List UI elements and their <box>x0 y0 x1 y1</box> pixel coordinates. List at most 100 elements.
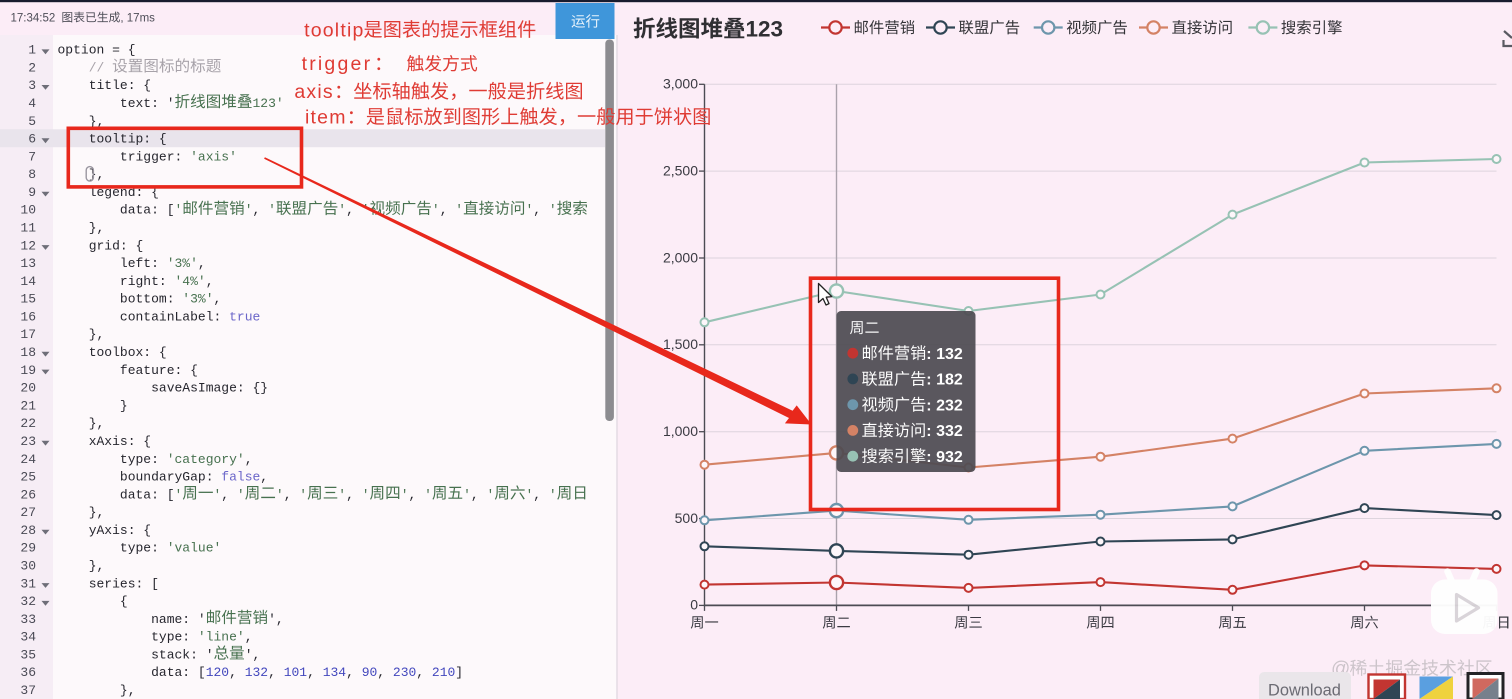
svg-text:31: 31 <box>20 576 36 591</box>
svg-text:,: , <box>214 292 222 307</box>
svg-text:title: {: title: { <box>89 78 151 93</box>
svg-text:axis: axis <box>294 81 333 103</box>
svg-text:grid: {: grid: { <box>89 238 144 253</box>
svg-text:'3%': '3%' <box>167 256 198 271</box>
svg-text:: 232: : 232 <box>926 397 963 414</box>
svg-text:name: ': name: ' <box>151 612 206 627</box>
svg-text:': ' <box>175 487 183 502</box>
svg-text:trigger:: trigger: <box>120 149 190 164</box>
svg-text:,: , <box>307 665 323 680</box>
svg-text:,: , <box>377 665 393 680</box>
svg-text:,: , <box>409 487 425 502</box>
svg-text:type:: type: <box>120 452 167 467</box>
svg-text:,: , <box>346 487 362 502</box>
svg-text:1: 1 <box>28 43 36 58</box>
svg-text:35: 35 <box>20 648 36 663</box>
svg-text:,: , <box>440 203 456 218</box>
svg-text:data: [: data: [ <box>120 487 175 502</box>
svg-text:': ' <box>268 203 276 218</box>
svg-text:'line': 'line' <box>198 630 245 645</box>
svg-text:'axis': 'axis' <box>190 149 237 164</box>
svg-text:17: 17 <box>20 327 36 342</box>
svg-text:123: 123 <box>746 17 784 42</box>
svg-text:trigger: trigger <box>302 53 373 75</box>
svg-text:text: ': text: ' <box>120 96 175 111</box>
svg-text:': ' <box>245 203 253 218</box>
svg-text:500: 500 <box>675 510 699 526</box>
svg-text:24: 24 <box>20 452 36 467</box>
svg-text:': ' <box>237 487 245 502</box>
svg-text:3,000: 3,000 <box>663 76 698 92</box>
svg-text:Download: Download <box>1268 682 1341 699</box>
svg-text:{: { <box>120 594 128 609</box>
svg-text:},: }, <box>89 327 105 342</box>
svg-text:3: 3 <box>28 78 36 93</box>
svg-text:': ' <box>424 487 432 502</box>
svg-text:9: 9 <box>28 185 36 200</box>
svg-text:37: 37 <box>20 683 36 698</box>
svg-text:11: 11 <box>20 221 36 236</box>
svg-text:': ' <box>549 203 557 218</box>
svg-text:tooltip: {: tooltip: { <box>89 132 167 147</box>
svg-text:28: 28 <box>20 523 36 538</box>
svg-text:,: , <box>284 487 300 502</box>
svg-text:,: , <box>471 487 487 502</box>
svg-text:saveAsImage: {}: saveAsImage: {} <box>151 381 268 396</box>
svg-text:': ' <box>432 203 440 218</box>
svg-text:14: 14 <box>20 274 36 289</box>
svg-text:': ' <box>526 487 534 502</box>
svg-text:32: 32 <box>20 594 36 609</box>
svg-text:series: [: series: [ <box>89 576 159 591</box>
svg-text:,: , <box>229 665 245 680</box>
svg-text:},: }, <box>89 114 105 129</box>
svg-text:27: 27 <box>20 505 36 520</box>
svg-text:123': 123' <box>253 96 284 111</box>
svg-text:,: , <box>260 470 268 485</box>
svg-text:'3%': '3%' <box>182 292 213 307</box>
svg-text:19: 19 <box>20 363 36 378</box>
svg-text:21: 21 <box>20 398 36 413</box>
svg-text:210: 210 <box>432 665 455 680</box>
svg-text:2,000: 2,000 <box>663 249 698 265</box>
svg-text:},: }, <box>89 167 105 182</box>
svg-text:feature: {: feature: { <box>120 363 198 378</box>
svg-text:'value': 'value' <box>167 541 222 556</box>
svg-text:'category': 'category' <box>167 452 245 467</box>
svg-text:containLabel:: containLabel: <box>120 309 229 324</box>
svg-text:,: , <box>268 665 284 680</box>
svg-text:tooltip: tooltip <box>304 19 364 41</box>
svg-text:26: 26 <box>20 487 36 502</box>
svg-text:,: , <box>346 203 362 218</box>
svg-text:15: 15 <box>20 292 36 307</box>
svg-text://: // <box>89 60 112 75</box>
svg-text:',: ', <box>245 648 261 663</box>
svg-text:': ' <box>401 487 409 502</box>
svg-text:: 332: : 332 <box>926 423 963 440</box>
svg-text:': ' <box>338 203 346 218</box>
svg-text:29: 29 <box>20 541 36 556</box>
svg-text:': ' <box>214 487 222 502</box>
svg-text:'4%': '4%' <box>175 274 206 289</box>
svg-text:1,500: 1,500 <box>663 336 698 352</box>
svg-text:6: 6 <box>28 132 36 147</box>
svg-text:type:: type: <box>151 630 198 645</box>
svg-text:': ' <box>175 203 183 218</box>
svg-text:stack: ': stack: ' <box>151 648 213 663</box>
svg-text:20: 20 <box>20 381 36 396</box>
svg-text:101: 101 <box>284 665 308 680</box>
svg-text:,: , <box>221 487 237 502</box>
svg-text:,: , <box>346 665 362 680</box>
svg-text:]: ] <box>455 665 463 680</box>
svg-text:option = {: option = { <box>58 43 136 58</box>
svg-text:toolbox: {: toolbox: { <box>89 345 167 360</box>
svg-text:yAxis: {: yAxis: { <box>89 523 151 538</box>
svg-text:0: 0 <box>690 597 698 613</box>
svg-text:': ' <box>549 487 557 502</box>
svg-text:': ' <box>526 203 534 218</box>
svg-text:1,000: 1,000 <box>663 423 698 439</box>
svg-text:: 932: : 932 <box>926 449 963 466</box>
svg-text:},: }, <box>89 505 105 520</box>
svg-text:,: , <box>198 256 206 271</box>
svg-text:,: , <box>206 274 214 289</box>
svg-text:,: , <box>245 452 253 467</box>
